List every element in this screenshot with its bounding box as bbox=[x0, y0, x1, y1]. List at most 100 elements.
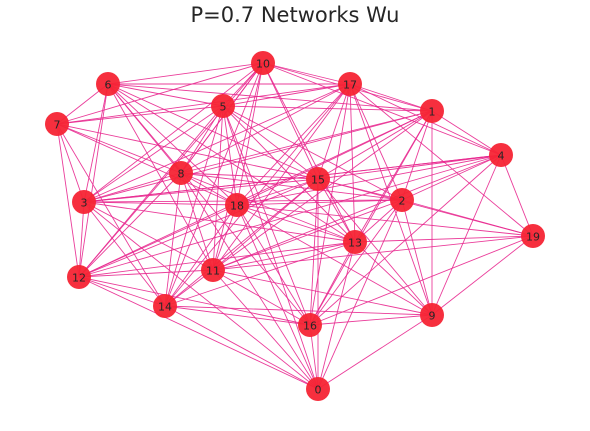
node-circle-1 bbox=[420, 99, 444, 123]
node-label-1: 1 bbox=[429, 106, 436, 119]
node-label-5: 5 bbox=[220, 101, 227, 114]
node-circle-14 bbox=[153, 294, 177, 318]
edge-13-15 bbox=[317, 178, 356, 243]
edge-7-12 bbox=[56, 123, 80, 278]
edge-0-11 bbox=[212, 269, 319, 390]
edge-8-11 bbox=[180, 172, 214, 271]
node-label-3: 3 bbox=[81, 197, 88, 210]
node-13: 13 bbox=[343, 230, 367, 254]
edge-12-16 bbox=[78, 276, 311, 326]
node-7: 7 bbox=[45, 112, 69, 136]
node-8: 8 bbox=[169, 161, 193, 185]
node-label-10: 10 bbox=[256, 58, 270, 71]
edge-13-18 bbox=[236, 204, 356, 243]
edge-0-3 bbox=[83, 201, 319, 390]
node-label-18: 18 bbox=[230, 200, 244, 213]
node-label-2: 2 bbox=[399, 195, 406, 208]
node-circle-7 bbox=[45, 112, 69, 136]
node-circle-17 bbox=[338, 72, 362, 96]
node-label-15: 15 bbox=[311, 174, 325, 187]
edge-4-3 bbox=[83, 154, 502, 203]
node-1: 1 bbox=[420, 99, 444, 123]
node-circle-4 bbox=[489, 143, 513, 167]
node-circle-11 bbox=[201, 258, 225, 282]
edge-2-18 bbox=[236, 199, 403, 206]
edge-1-3 bbox=[83, 110, 433, 203]
node-circle-18 bbox=[225, 193, 249, 217]
edge-0-2 bbox=[317, 199, 403, 390]
node-9: 9 bbox=[420, 303, 444, 327]
edge-8-17 bbox=[180, 83, 351, 174]
node-circle-15 bbox=[306, 167, 330, 191]
edge-0-14 bbox=[164, 305, 319, 390]
edge-6-12 bbox=[78, 83, 109, 278]
edge-10-13 bbox=[262, 62, 356, 243]
edge-5-17 bbox=[222, 83, 351, 107]
edge-4-11 bbox=[212, 154, 502, 271]
edge-14-18 bbox=[164, 204, 238, 307]
edge-17-18 bbox=[236, 83, 351, 206]
node-label-17: 17 bbox=[343, 79, 357, 92]
edge-2-17 bbox=[349, 83, 403, 201]
edge-11-16 bbox=[212, 269, 311, 326]
edge-5-14 bbox=[164, 105, 224, 307]
node-label-16: 16 bbox=[303, 320, 317, 333]
edge-3-10 bbox=[83, 62, 264, 203]
edge-13-17 bbox=[349, 83, 356, 243]
edge-3-15 bbox=[83, 178, 319, 203]
node-circle-13 bbox=[343, 230, 367, 254]
edge-6-10 bbox=[107, 62, 264, 85]
node-label-4: 4 bbox=[498, 150, 505, 163]
edge-4-18 bbox=[236, 154, 502, 206]
edge-6-16 bbox=[107, 83, 311, 326]
edge-6-13 bbox=[107, 83, 356, 243]
edge-1-2 bbox=[401, 110, 433, 201]
node-3: 3 bbox=[72, 190, 96, 214]
edge-15-18 bbox=[236, 178, 319, 206]
node-label-6: 6 bbox=[105, 79, 112, 92]
edge-8-15 bbox=[180, 172, 319, 180]
node-label-8: 8 bbox=[178, 168, 185, 181]
edge-12-15 bbox=[78, 178, 319, 278]
edge-5-6 bbox=[107, 83, 224, 107]
node-circle-6 bbox=[96, 72, 120, 96]
node-6: 6 bbox=[96, 72, 120, 96]
node-17: 17 bbox=[338, 72, 362, 96]
node-18: 18 bbox=[225, 193, 249, 217]
edge-0-18 bbox=[236, 204, 319, 390]
edge-3-12 bbox=[78, 201, 85, 278]
node-circle-16 bbox=[298, 313, 322, 337]
edge-14-16 bbox=[164, 305, 311, 326]
edge-5-18 bbox=[222, 105, 238, 206]
edge-3-11 bbox=[83, 201, 214, 271]
node-circle-10 bbox=[251, 51, 275, 75]
node-label-12: 12 bbox=[72, 272, 86, 285]
edge-3-14 bbox=[83, 201, 166, 307]
edge-7-14 bbox=[56, 123, 166, 307]
edge-12-18 bbox=[78, 204, 238, 278]
edge-11-15 bbox=[212, 178, 319, 271]
edge-14-15 bbox=[164, 178, 319, 307]
node-10: 10 bbox=[251, 51, 275, 75]
node-label-19: 19 bbox=[526, 231, 540, 244]
edge-11-12 bbox=[78, 269, 214, 278]
edge-16-19 bbox=[309, 235, 534, 326]
edge-7-17 bbox=[56, 83, 351, 125]
edge-10-18 bbox=[236, 62, 264, 206]
edge-4-10 bbox=[262, 62, 502, 156]
node-circle-9 bbox=[420, 303, 444, 327]
edge-1-15 bbox=[317, 110, 433, 180]
edge-5-7 bbox=[56, 105, 224, 125]
edge-10-8 bbox=[180, 62, 264, 174]
edge-7-10 bbox=[56, 62, 264, 125]
edge-16-17 bbox=[309, 83, 351, 326]
node-circle-5 bbox=[211, 94, 235, 118]
edge-0-12 bbox=[78, 276, 319, 390]
edge-13-19 bbox=[354, 235, 534, 243]
edge-1-17 bbox=[349, 83, 433, 112]
edge-2-9 bbox=[401, 199, 433, 316]
edge-10-14 bbox=[164, 62, 264, 307]
edge-13-14 bbox=[164, 241, 356, 307]
edge-1-12 bbox=[78, 110, 433, 278]
edge-9-15 bbox=[317, 178, 433, 316]
